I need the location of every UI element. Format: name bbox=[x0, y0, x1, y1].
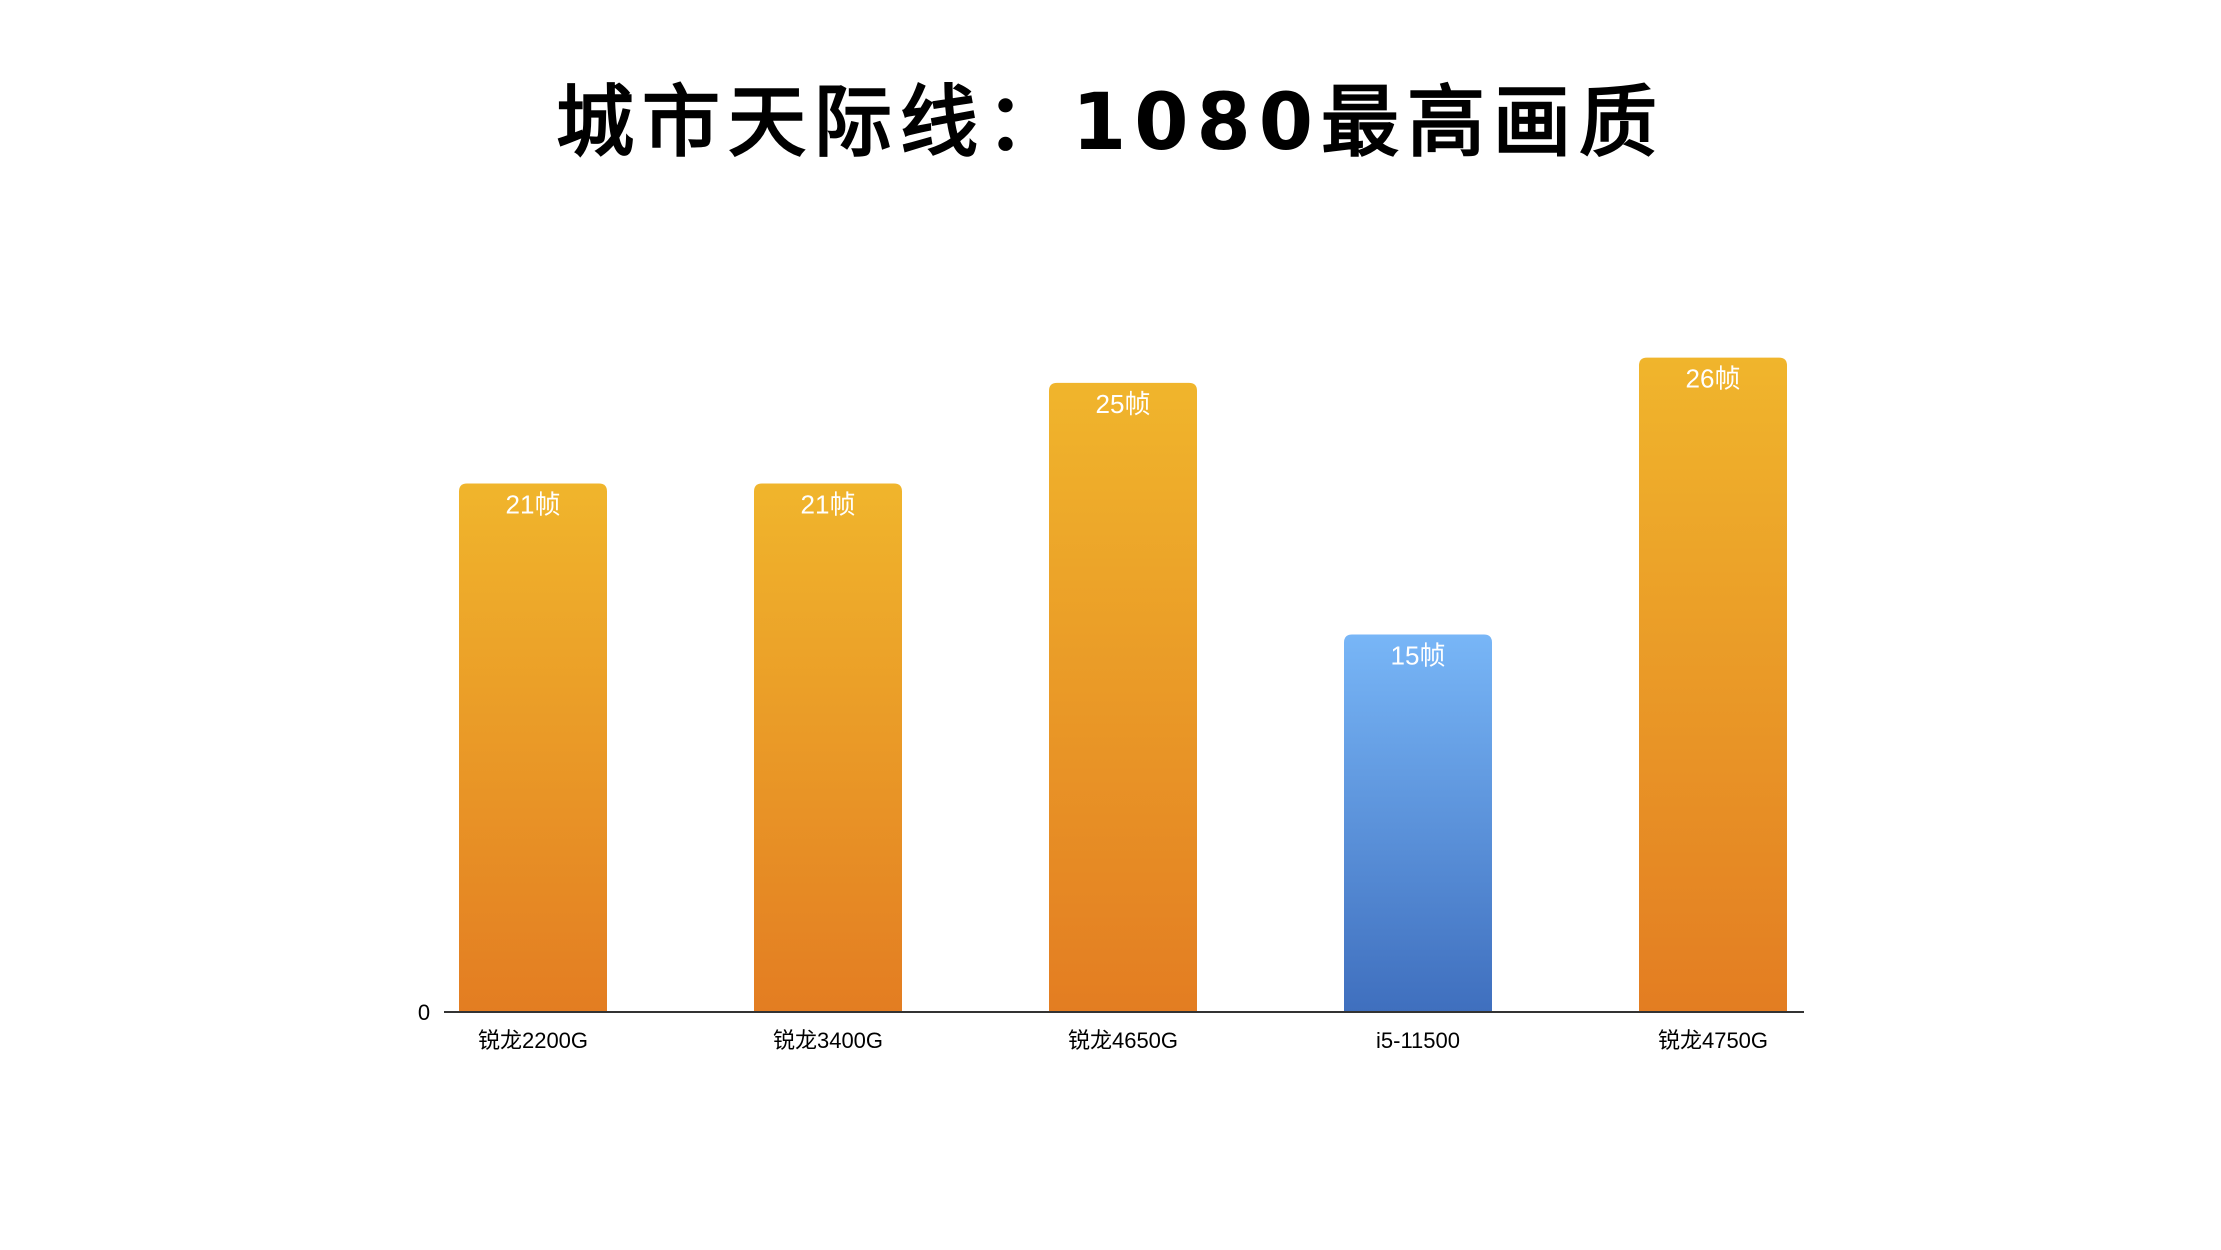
data-label-2: 25帧 bbox=[1096, 389, 1151, 419]
y-tick-label-0: 0 bbox=[418, 1000, 430, 1025]
data-label-1: 21帧 bbox=[801, 490, 856, 520]
chart-title: 城市天际线：1080最高画质 bbox=[555, 78, 1666, 168]
data-label-4: 26帧 bbox=[1686, 364, 1741, 394]
data-label-3: 15帧 bbox=[1391, 641, 1446, 671]
x-tick-label-2: 锐龙4650G bbox=[1068, 1028, 1178, 1053]
bar-1 bbox=[754, 483, 902, 1012]
bar-3 bbox=[1344, 634, 1492, 1012]
bar-4 bbox=[1639, 357, 1787, 1013]
x-tick-label-4: 锐龙4750G bbox=[1658, 1028, 1768, 1053]
data-label-0: 21帧 bbox=[506, 490, 561, 520]
x-tick-label-3: i5-11500 bbox=[1376, 1028, 1460, 1053]
bar-0 bbox=[459, 483, 607, 1012]
x-tick-label-0: 锐龙2200G bbox=[478, 1028, 588, 1053]
bar-2 bbox=[1049, 382, 1197, 1012]
x-tick-label-1: 锐龙3400G bbox=[773, 1028, 883, 1053]
